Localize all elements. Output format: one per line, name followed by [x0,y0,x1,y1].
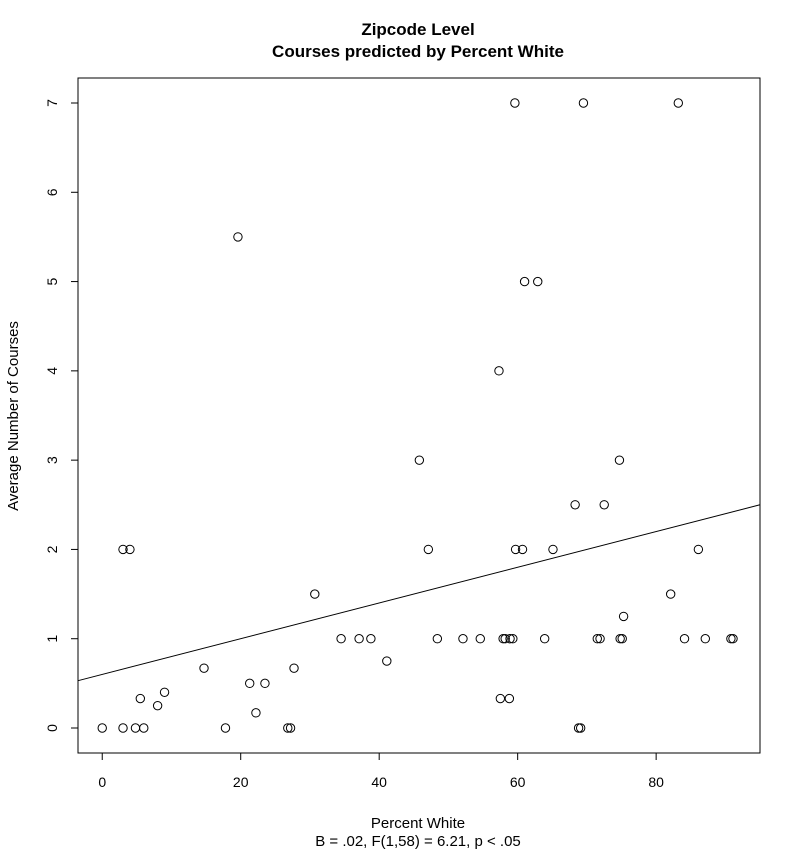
data-point [665,589,676,599]
data-point [548,544,558,555]
y-tick-label: 0 [44,724,60,732]
y-axis-label: Average Number of Courses [5,321,22,511]
data-point [260,678,270,689]
y-axis: 0 1 2 3 4 5 6 7 [44,99,78,732]
data-point [679,634,690,644]
data-point [135,693,146,704]
y-tick-label: 6 [44,188,60,196]
x-tick-label: 60 [510,774,526,790]
y-tick-label: 2 [44,545,60,553]
chart-title: Zipcode Level [361,20,474,39]
data-point [693,544,704,555]
data-point [595,634,605,644]
data-point [382,656,392,666]
data-point [617,634,627,644]
data-point [504,693,515,704]
x-axis-sublabel: B = .02, F(1,58) = 6.21, p < .05 [315,833,521,850]
y-tick-label: 7 [44,99,60,107]
x-tick-label: 20 [233,774,249,790]
data-point [251,708,261,718]
data-point [475,634,485,644]
data-point [533,276,543,287]
data-point [573,723,584,733]
data-point [505,634,515,644]
data-point [539,634,550,644]
y-tick-label: 5 [44,277,60,285]
data-point [575,723,586,733]
data-point [423,544,434,555]
data-point [578,98,589,108]
data-point [673,98,683,108]
data-point [285,723,296,733]
data-point [728,634,738,644]
data-point [97,723,107,733]
data-point [592,634,602,644]
data-point [517,544,528,555]
data-point [159,687,170,697]
data-point [726,634,736,644]
data-points [97,98,738,733]
data-point [618,611,629,622]
y-tick-label: 4 [44,367,60,375]
x-axis: 0 20 40 60 80 [98,753,664,790]
data-point [245,678,255,689]
data-point [508,634,518,644]
data-point [510,98,520,108]
y-tick-label: 3 [44,456,60,464]
x-tick-label: 80 [648,774,664,790]
data-point [310,589,320,599]
data-point [500,634,510,644]
data-point [118,544,128,555]
data-point [233,232,243,242]
data-point [414,455,425,465]
chart-subtitle: Courses predicted by Percent White [272,42,564,61]
data-point [615,634,625,644]
data-point [599,500,609,510]
data-point [570,500,580,510]
data-point [220,723,231,733]
data-point [494,366,504,376]
data-point [495,693,506,704]
y-tick-label: 1 [44,635,60,643]
data-point [354,634,364,644]
data-point [614,455,625,465]
plot-frame [77,77,761,754]
data-point [700,634,711,644]
data-point [118,723,128,733]
data-point [432,634,443,644]
x-tick-label: 40 [371,774,387,790]
regression-line [77,504,761,682]
data-point [289,663,299,673]
data-point [125,544,135,555]
data-point [336,634,346,644]
data-point [199,663,209,673]
data-point [283,723,293,733]
x-axis-label: Percent White [371,815,465,832]
data-point [139,723,149,733]
x-tick-label: 0 [98,774,106,790]
data-point [130,723,141,733]
data-point [519,276,530,287]
data-point [458,634,468,644]
data-point [510,544,521,555]
data-point [366,634,376,644]
data-point [152,700,163,711]
